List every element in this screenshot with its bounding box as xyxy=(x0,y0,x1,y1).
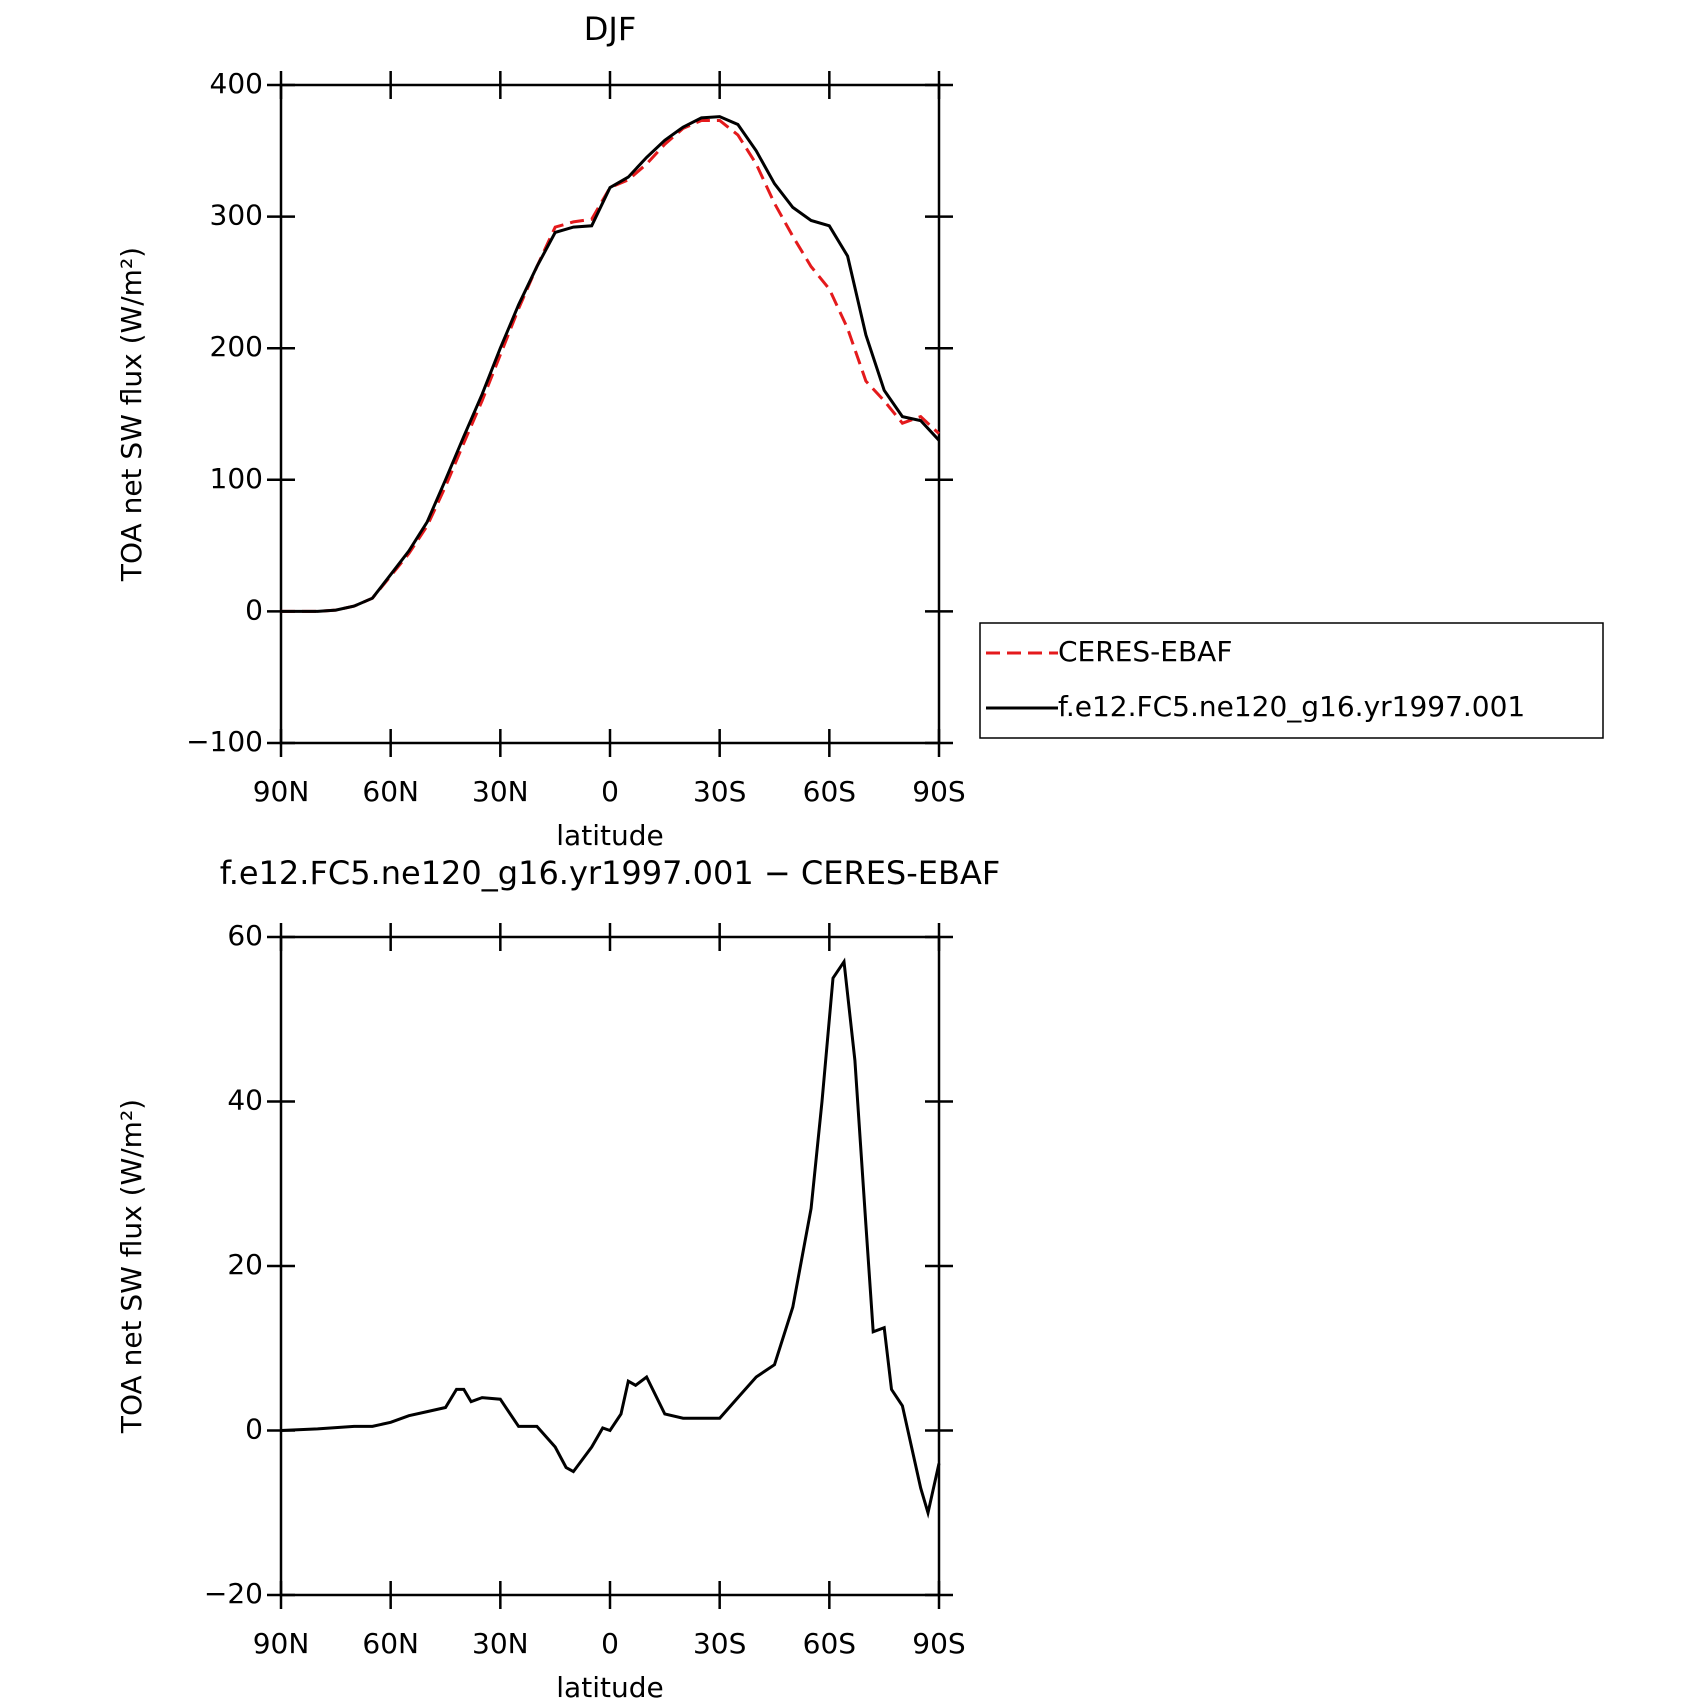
x-tick-label: 30S xyxy=(693,775,746,808)
x-tick-label: 90S xyxy=(912,775,965,808)
y-tick-label: −100 xyxy=(186,725,263,758)
x-tick-label: 90N xyxy=(253,1627,310,1660)
plot-frame xyxy=(279,935,941,1597)
y-tick-label: 0 xyxy=(245,593,263,626)
x-tick-label: 30N xyxy=(472,1627,529,1660)
chart-title: DJF xyxy=(584,10,636,48)
x-tick-label: 0 xyxy=(601,1627,619,1660)
y-tick-label: 40 xyxy=(227,1084,263,1117)
legend-label: CERES-EBAF xyxy=(1058,635,1232,668)
data-line xyxy=(281,119,941,613)
y-tick-label: 400 xyxy=(210,67,263,100)
legend-box xyxy=(979,622,1604,739)
x-axis-label: latitude xyxy=(556,1671,663,1704)
x-tick-label: 90S xyxy=(912,1627,965,1660)
y-tick-label: 60 xyxy=(227,919,263,952)
x-tick-label: 60S xyxy=(803,775,856,808)
legend-label: f.e12.FC5.ne120_g16.yr1997.001 xyxy=(1058,690,1525,723)
x-tick-label: 30N xyxy=(472,775,529,808)
x-tick-label: 60N xyxy=(362,1627,419,1660)
x-tick-label: 90N xyxy=(253,775,310,808)
y-tick-label: −20 xyxy=(204,1577,263,1610)
x-tick-label: 0 xyxy=(601,775,619,808)
x-tick-label: 60N xyxy=(362,775,419,808)
chart-title: f.e12.FC5.ne120_g16.yr1997.001 − CERES-E… xyxy=(220,854,1001,892)
y-tick-label: 20 xyxy=(227,1248,263,1281)
x-axis-label: latitude xyxy=(556,819,663,852)
y-tick-label: 100 xyxy=(210,462,263,495)
data-line xyxy=(281,115,941,613)
plot-frame xyxy=(279,83,941,745)
y-tick-label: 300 xyxy=(210,199,263,232)
x-tick-label: 60S xyxy=(803,1627,856,1660)
data-line xyxy=(280,957,941,1519)
y-tick-label: 0 xyxy=(245,1413,263,1446)
x-tick-label: 30S xyxy=(693,1627,746,1660)
y-axis-label: TOA net SW flux (W/m²) xyxy=(115,1099,148,1434)
y-tick-label: 200 xyxy=(210,330,263,363)
y-axis-label: TOA net SW flux (W/m²) xyxy=(115,247,148,582)
